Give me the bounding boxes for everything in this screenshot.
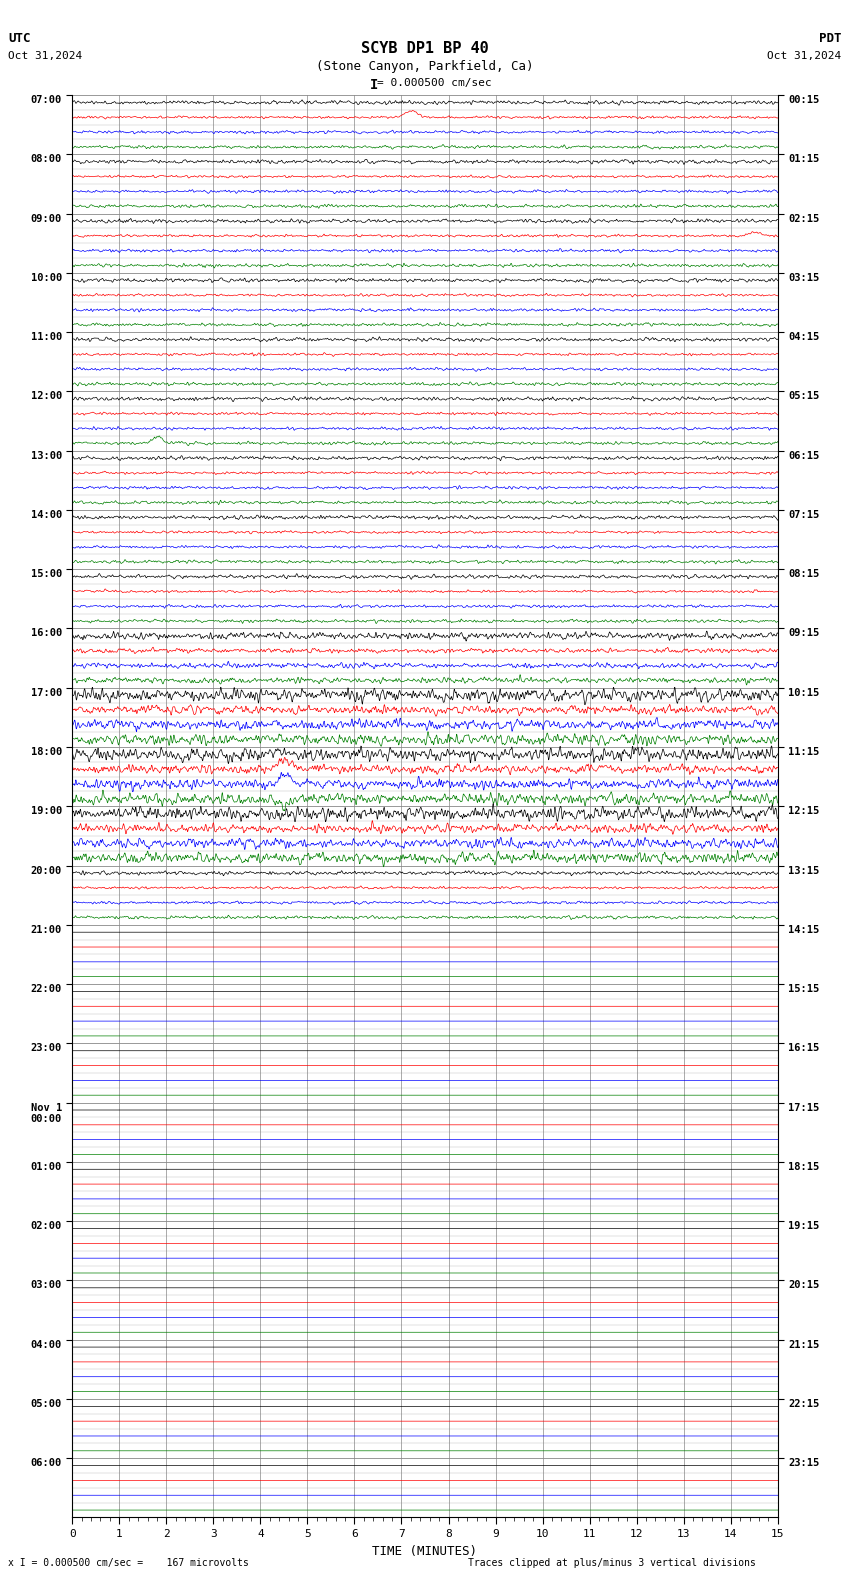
Text: (Stone Canyon, Parkfield, Ca): (Stone Canyon, Parkfield, Ca) xyxy=(316,60,534,73)
Text: SCYB DP1 BP 40: SCYB DP1 BP 40 xyxy=(361,41,489,55)
Text: UTC: UTC xyxy=(8,32,31,44)
Text: = 0.000500 cm/sec: = 0.000500 cm/sec xyxy=(377,78,492,89)
Text: x I = 0.000500 cm/sec =    167 microvolts: x I = 0.000500 cm/sec = 167 microvolts xyxy=(8,1559,249,1568)
Text: PDT: PDT xyxy=(819,32,842,44)
Text: I: I xyxy=(370,78,378,92)
X-axis label: TIME (MINUTES): TIME (MINUTES) xyxy=(372,1544,478,1557)
Text: Traces clipped at plus/minus 3 vertical divisions: Traces clipped at plus/minus 3 vertical … xyxy=(468,1559,756,1568)
Text: Oct 31,2024: Oct 31,2024 xyxy=(8,51,82,60)
Text: Oct 31,2024: Oct 31,2024 xyxy=(768,51,842,60)
